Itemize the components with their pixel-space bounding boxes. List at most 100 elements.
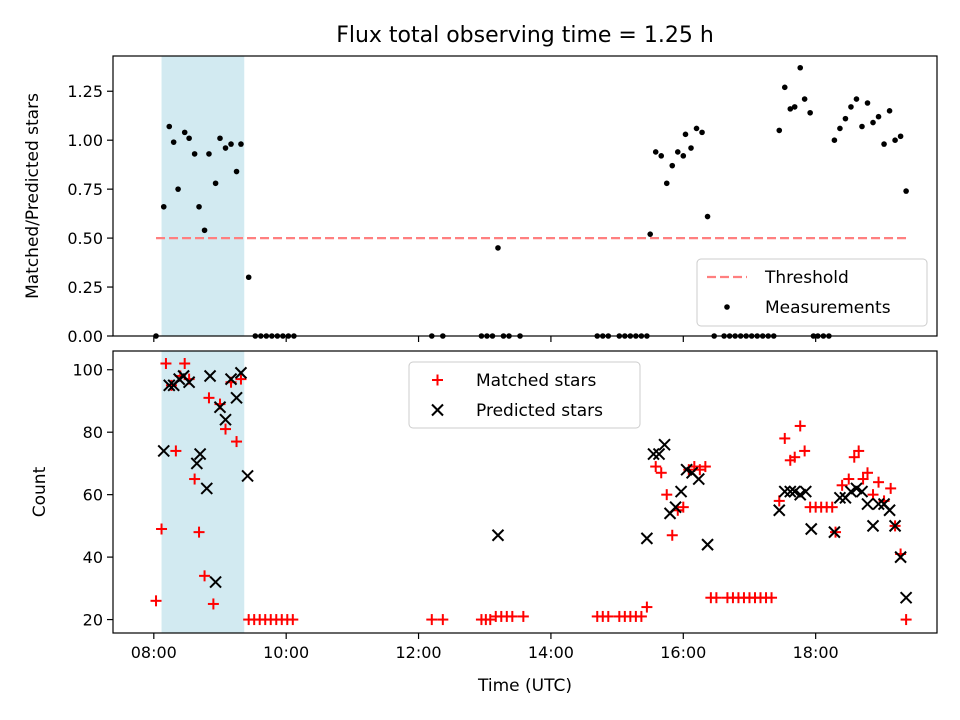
measurement-point	[693, 125, 700, 132]
measurement-point	[688, 145, 694, 151]
predicted-stars-point	[888, 519, 902, 533]
measurement-point	[160, 203, 167, 210]
axes-frame	[112, 350, 938, 634]
x-tick-label: 14:00	[528, 643, 574, 662]
legend-threshold-label: Threshold	[764, 268, 849, 288]
x-axis-label: Time (UTC)	[477, 676, 572, 696]
predicted-stars-point	[491, 529, 505, 542]
legend-measurements-label: Measurements	[765, 298, 891, 318]
measurement-point	[870, 119, 876, 126]
y-tick-label: 80	[83, 423, 103, 442]
predicted-stars-point	[652, 447, 666, 461]
measurement-point	[892, 137, 898, 143]
measurement-point	[495, 245, 501, 251]
matched-stars-point	[220, 423, 232, 435]
measurement-point	[166, 123, 173, 130]
predicted-stars-point	[213, 401, 227, 414]
matched-stars-point	[836, 479, 848, 491]
predicted-stars-point	[200, 482, 213, 495]
predicted-stars-point	[773, 504, 786, 517]
predicted-stars-point	[805, 522, 818, 536]
matched-stars-point	[426, 614, 438, 626]
measurement-point	[699, 129, 705, 136]
predicted-stars-point	[234, 366, 248, 380]
matched-stars-point	[677, 501, 689, 513]
predicted-stars-point	[674, 485, 688, 498]
matched-stars-point	[156, 523, 168, 535]
measurement-point	[206, 151, 212, 157]
matched-stars-point	[843, 473, 855, 485]
x-tick-label: 08:00	[131, 643, 177, 662]
measurement-point	[859, 123, 865, 130]
matched-stars-point	[160, 357, 172, 369]
y-tick-label: 100	[72, 361, 103, 380]
matched-stars-point	[655, 467, 667, 479]
predicted-stars-point	[866, 519, 880, 533]
predicted-stars-point	[219, 413, 232, 426]
measurement-point	[674, 149, 681, 155]
measurement-point	[797, 64, 804, 71]
y-axis-label: Matched/Predicted stars	[23, 93, 43, 299]
x-tick-label: 16:00	[660, 643, 706, 662]
y-axis-label: Count	[30, 466, 50, 517]
matched-stars-point	[766, 592, 778, 604]
predicted-stars-point	[669, 500, 682, 514]
y-tick-label: 40	[83, 548, 103, 567]
matched-stars-point	[235, 373, 247, 385]
measurement-point	[245, 274, 252, 281]
measurement-point	[647, 231, 653, 237]
predicted-stars-point	[230, 391, 243, 405]
predicted-stars-point	[701, 538, 714, 551]
matched-stars-point	[826, 501, 838, 513]
predicted-stars-point	[203, 369, 217, 383]
measurement-point	[903, 188, 909, 194]
legend: Threshold Measurements	[696, 258, 928, 327]
predicted-stars-point	[855, 485, 869, 498]
legend: Matched stars Predicted stars	[408, 361, 641, 429]
matched-stars-point	[710, 592, 722, 604]
predicted-stars-point	[163, 379, 176, 392]
matched-stars-point	[650, 461, 662, 473]
predicted-stars-point	[872, 497, 885, 511]
measurement-point	[191, 151, 198, 157]
x-tick-label: 10:00	[263, 643, 309, 662]
matched-stars-point	[853, 445, 865, 457]
predicted-stars-point	[190, 457, 204, 470]
measurement-point	[831, 137, 838, 143]
matched-stars-point	[170, 445, 182, 457]
matched-stars-point	[900, 614, 912, 626]
measurement-point	[222, 145, 229, 151]
y-tick-label: 0.75	[67, 180, 103, 199]
y-tick-label: 1.00	[67, 131, 103, 150]
matched-stars-point	[602, 610, 614, 622]
matched-stars-point	[789, 451, 801, 463]
measurement-point	[228, 141, 234, 147]
measurement-point	[881, 141, 887, 147]
measurement-point	[669, 162, 676, 169]
matched-stars-point	[484, 614, 496, 626]
measurement-point	[864, 100, 871, 106]
predicted-stars-point	[241, 469, 254, 483]
matched-stars-point	[857, 473, 869, 485]
predicted-stars-point	[833, 491, 847, 504]
matched-stars-point	[231, 436, 243, 448]
measurement-point	[181, 129, 188, 136]
measurement-point	[848, 104, 854, 110]
matched-stars-point	[193, 526, 205, 538]
chart-title: Flux total observing time = 1.25 h	[336, 23, 714, 48]
predicted-stars-point	[828, 525, 841, 539]
matched-stars-point	[189, 473, 201, 485]
measurement-point	[897, 133, 904, 140]
legend-measurements-swatch	[724, 304, 730, 310]
legend-predicted-swatch	[431, 403, 444, 417]
matched-stars-point	[199, 570, 211, 582]
x-tick-label: 12:00	[395, 643, 441, 662]
legend-matched-label: Matched stars	[476, 371, 596, 391]
matched-stars-point	[179, 357, 191, 369]
predicted-stars-point	[883, 504, 896, 517]
measurement-point	[842, 115, 849, 122]
matched-stars-point	[699, 461, 711, 473]
ratio-panel: 0.00 0.25 0.50 0.75 1.00 1.25 Matched/Predicte…	[23, 55, 938, 346]
measurement-point	[212, 180, 219, 187]
predicted-stars-point	[157, 444, 170, 458]
